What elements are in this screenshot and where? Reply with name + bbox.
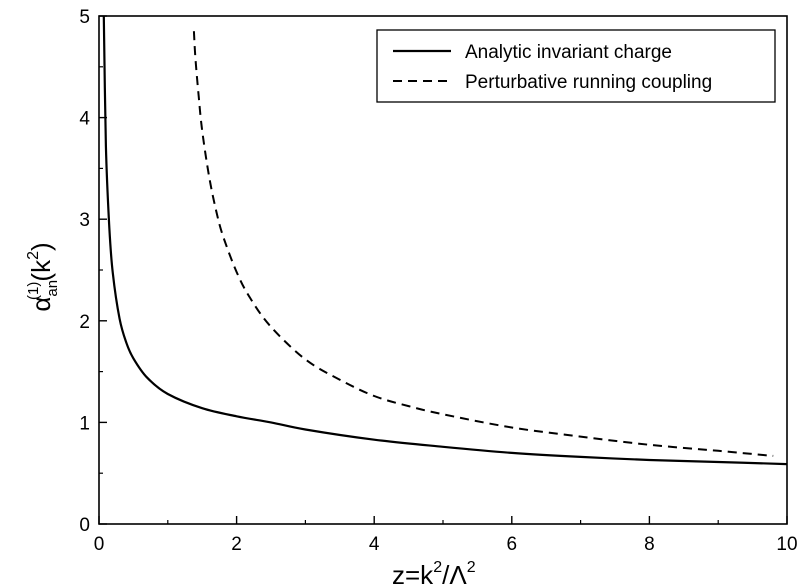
x-tick-label: 2: [231, 534, 242, 555]
legend-box: [376, 29, 776, 103]
x-axis-title: z=k2/Λ2: [392, 559, 476, 588]
y-axis-title-close: ): [26, 242, 56, 251]
x-tick-label: 6: [507, 534, 518, 555]
y-tick-label: 5: [79, 7, 90, 28]
legend-label-analytic: Analytic invariant charge: [465, 42, 672, 63]
series-analytic-invariant-charge: [102, 15, 788, 466]
series-perturbative-running-coupling: [192, 31, 774, 457]
y-tick-label: 1: [79, 413, 90, 434]
x-axis-title-base: z=k: [392, 560, 434, 588]
x-axis-title-sup2: 2: [467, 559, 476, 576]
x-tick-label: 10: [776, 534, 797, 555]
y-axis-title-sub: an: [44, 280, 61, 297]
y-axis-title: αan(1)(k2): [25, 242, 61, 311]
y-axis-title-argsup: 2: [25, 251, 42, 260]
x-tick-label: 8: [644, 534, 655, 555]
y-axis-title-sup: (1): [25, 282, 42, 300]
legend: Analytic invariant charge Perturbative r…: [376, 29, 776, 103]
x-tick-label: 4: [369, 534, 380, 555]
x-tick-label: 0: [94, 534, 105, 555]
y-axis-ticks: 0 1 2 3 4 5: [79, 7, 107, 536]
y-axis-title-alpha: α: [26, 297, 56, 312]
y-tick-label: 2: [79, 312, 90, 333]
y-tick-label: 3: [79, 210, 90, 231]
y-tick-label: 0: [79, 515, 90, 536]
x-axis-title-sup1: 2: [433, 559, 442, 576]
legend-label-perturbative: Perturbative running coupling: [465, 72, 712, 93]
x-axis-title-mid: /Λ: [442, 560, 467, 588]
x-axis-ticks: 0 2 4 6 8 10: [94, 516, 798, 555]
y-axis-title-arg: (k: [26, 259, 56, 282]
y-tick-label: 4: [79, 109, 90, 130]
